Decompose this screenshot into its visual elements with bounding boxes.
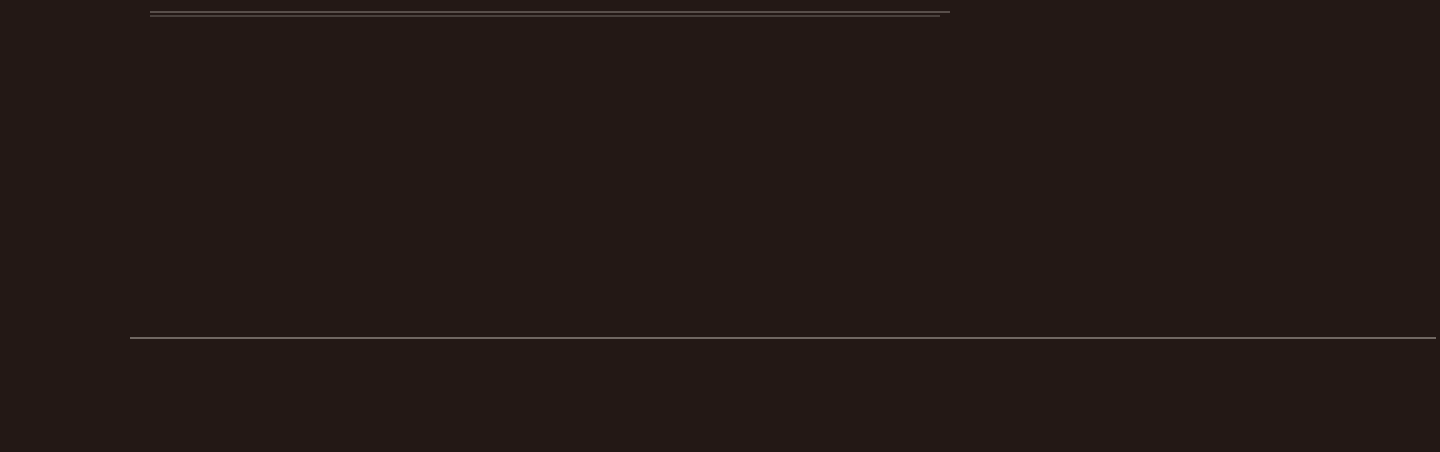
timeline-diagram (0, 0, 1440, 452)
background (0, 0, 1440, 452)
page: (() => { const data = JSON.parse(documen… (0, 0, 1440, 452)
